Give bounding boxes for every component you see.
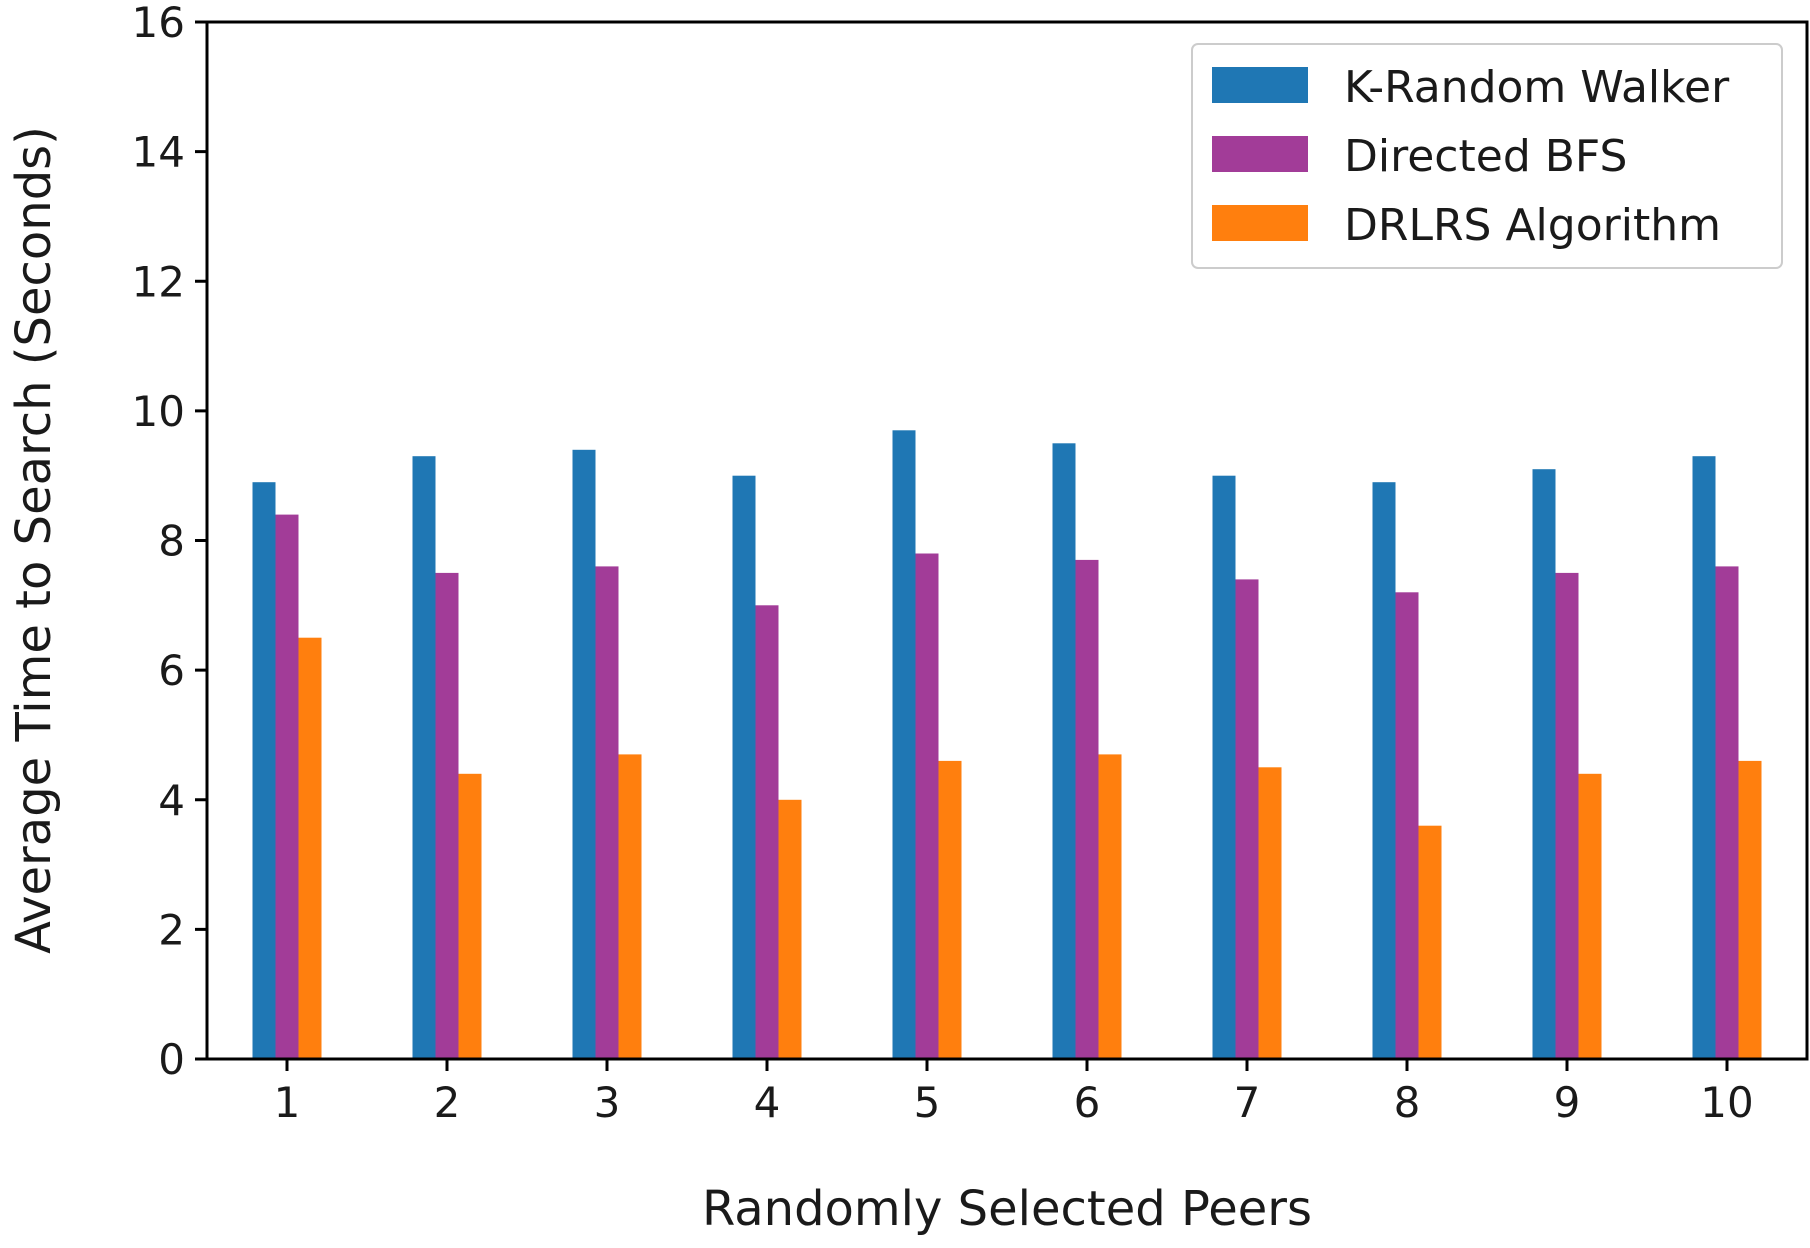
bars-layer	[252, 430, 1762, 1060]
bar-series2-cat3	[595, 566, 619, 1059]
bar-series3-cat2	[458, 773, 482, 1059]
series-3-bars	[298, 637, 1762, 1060]
bar-series3-cat6	[1098, 754, 1122, 1059]
bar-series2-cat8	[1395, 592, 1419, 1059]
legend: K-Random Walker Directed BFS DRLRS Algorit…	[1191, 43, 1783, 269]
bar-series1-cat6	[1052, 443, 1076, 1059]
bar-series3-cat3	[618, 754, 642, 1059]
y-tick-label: 10	[132, 387, 185, 436]
y-tick-label: 8	[158, 517, 185, 566]
legend-swatch-3	[1212, 205, 1308, 241]
x-tick-label: 9	[1554, 1078, 1581, 1127]
bar-series2-cat6	[1075, 559, 1099, 1059]
bar-series1-cat8	[1372, 482, 1396, 1059]
y-tick-label: 4	[158, 776, 185, 825]
x-tick-label: 5	[914, 1078, 941, 1127]
legend-swatch-1	[1212, 67, 1308, 103]
legend-label-1: K-Random Walker	[1344, 62, 1730, 113]
series-2-bars	[275, 514, 1739, 1059]
legend-label-3: DRLRS Algorithm	[1344, 200, 1721, 251]
series-1-bars	[252, 430, 1716, 1059]
x-tick-label: 10	[1700, 1078, 1753, 1127]
bar-series3-cat5	[938, 760, 962, 1059]
x-axis: 1 2 3 4 5 6 7 8 9 10	[274, 1059, 1754, 1127]
x-tick-label: 6	[1074, 1078, 1101, 1127]
bar-series3-cat10	[1738, 760, 1762, 1059]
y-tick-label: 0	[158, 1035, 185, 1084]
bar-series2-cat10	[1715, 566, 1739, 1059]
bar-series1-cat9	[1532, 469, 1556, 1059]
bar-series2-cat5	[915, 553, 939, 1059]
bar-series1-cat10	[1692, 456, 1716, 1059]
x-tick-label: 4	[754, 1078, 781, 1127]
bar-series1-cat3	[572, 449, 596, 1059]
y-tick-label: 14	[132, 128, 185, 177]
bar-series1-cat4	[732, 475, 756, 1059]
x-tick-label: 1	[274, 1078, 301, 1127]
bar-series2-cat2	[435, 572, 459, 1059]
bar-series3-cat9	[1578, 773, 1602, 1059]
legend-box	[1191, 43, 1783, 269]
bar-series1-cat1	[252, 482, 276, 1059]
x-tick-label: 8	[1394, 1078, 1421, 1127]
bar-series3-cat8	[1418, 825, 1442, 1059]
y-axis: 0 2 4 6 8 10 12 14 16	[132, 0, 207, 1084]
bar-series2-cat7	[1235, 579, 1259, 1059]
y-tick-label: 16	[132, 0, 185, 47]
bar-series1-cat5	[892, 430, 916, 1059]
bar-series3-cat4	[778, 799, 802, 1060]
bar-series2-cat4	[755, 605, 779, 1059]
x-tick-label: 7	[1234, 1078, 1261, 1127]
y-axis-title: Average Time to Search (Seconds)	[6, 126, 62, 954]
x-tick-label: 2	[434, 1078, 461, 1127]
x-tick-label: 3	[594, 1078, 621, 1127]
bar-series3-cat1	[298, 637, 322, 1059]
bar-series2-cat1	[275, 514, 299, 1059]
bar-series3-cat7	[1258, 767, 1282, 1059]
y-tick-label: 12	[132, 257, 185, 306]
legend-swatch-2	[1212, 136, 1308, 172]
bar-series1-cat7	[1212, 475, 1236, 1059]
legend-label-2: Directed BFS	[1344, 131, 1627, 182]
y-tick-label: 6	[158, 646, 185, 695]
bar-series2-cat9	[1555, 572, 1579, 1059]
x-axis-title: Randomly Selected Peers	[702, 1181, 1312, 1237]
bar-series1-cat2	[412, 456, 436, 1059]
y-tick-label: 2	[158, 905, 185, 954]
